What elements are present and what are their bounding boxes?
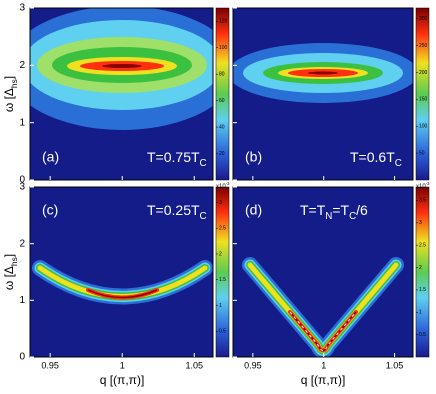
- temperature-label-part: C: [349, 211, 356, 222]
- temperature-label-part: T=T: [300, 202, 326, 218]
- panel-label: (c): [42, 202, 58, 218]
- temperature-label-part: C: [200, 158, 207, 169]
- colorbar-tick-label: 1: [219, 303, 222, 309]
- colorbar-tick-label: 2: [419, 265, 422, 271]
- colorbar-tick-label: 2: [219, 251, 222, 257]
- colorbar-tick-label: 20: [219, 151, 225, 157]
- colorbar-tick-label: 300: [419, 16, 428, 22]
- colorbar-scale-part: -3: [426, 181, 430, 186]
- heatmap: [32, 260, 213, 305]
- colorbar-scale-part: -3: [226, 181, 230, 186]
- colorbar-tick-label: 2.5: [219, 226, 226, 232]
- y-axis-label: ω [Δhs]: [2, 76, 19, 112]
- panel-label: (a): [42, 149, 59, 165]
- heatmap: [30, 8, 213, 130]
- y-tick-label: 1: [19, 295, 25, 306]
- x-tick-label: 1: [120, 360, 125, 370]
- y-tick-label: 3: [19, 182, 25, 193]
- y-tick-label: 3: [19, 3, 25, 14]
- temperature-label-part: T=0.25T: [147, 202, 200, 218]
- temperature-label: T=0.6TC: [350, 149, 402, 169]
- colorbar: [415, 186, 430, 358]
- heatmap: [242, 257, 404, 357]
- colorbar-tick-label: 120: [219, 19, 228, 25]
- temperature-label-part: T=0.6T: [350, 149, 395, 165]
- y-axis-label-part: ω [Δ: [2, 266, 16, 290]
- y-tick-label: 2: [19, 238, 25, 249]
- x-tick-label: 0.95: [41, 360, 59, 370]
- colorbar-tick-label: 50: [419, 150, 425, 156]
- x-tick-label: 1: [321, 360, 326, 370]
- temperature-label-part: N: [325, 211, 332, 222]
- colorbar-scale-part: x10: [216, 184, 226, 190]
- colorbar: [215, 7, 230, 181]
- heat-region: [87, 289, 158, 299]
- panel-frame: [29, 186, 214, 358]
- colorbar-tick-label: 1.5: [419, 287, 426, 293]
- panel-frame: [232, 186, 414, 358]
- heat-region: [308, 71, 338, 75]
- colorbar-tick-label: 0.5: [419, 332, 426, 338]
- x-axis-label-part: q [(π,π)]: [301, 373, 346, 387]
- x-axis-label: q [(π,π)]: [301, 373, 346, 387]
- colorbar-tick-label: 40: [219, 124, 225, 130]
- colorbar-tick-label: 250: [419, 43, 428, 49]
- colorbar-tick-label: 150: [419, 97, 428, 103]
- colorbar: [215, 186, 230, 358]
- y-tick-label: 0: [19, 352, 25, 363]
- y-axis-label: ω [Δhs]: [2, 254, 19, 290]
- colorbar-tick-label: 100: [419, 124, 428, 130]
- colorbar: [415, 7, 430, 181]
- x-axis-label: q [(π,π)]: [100, 373, 145, 387]
- temperature-label: T=0.25TC: [147, 202, 207, 222]
- temperature-label-part: =T: [332, 202, 349, 218]
- heatmap: [233, 43, 413, 103]
- heat-region: [102, 64, 142, 68]
- x-tick-label: 0.95: [244, 360, 262, 370]
- temperature-label-part: /6: [356, 202, 368, 218]
- colorbar-tick-label: 100: [219, 45, 228, 51]
- y-tick-label: 2: [19, 60, 25, 71]
- y-axis-label-part: hs: [9, 79, 19, 88]
- temperature-label: T=TN=TC/6: [300, 202, 368, 222]
- colorbar-tick-label: 3.5: [419, 198, 426, 204]
- colorbar-tick-label: 3: [219, 200, 222, 206]
- panel-label: (d): [245, 202, 262, 218]
- temperature-label-part: T=0.75T: [147, 149, 200, 165]
- x-tick-label: 1.05: [186, 360, 204, 370]
- y-axis-label-part: hs: [9, 257, 19, 266]
- colorbar-tick-label: 200: [419, 70, 428, 76]
- colorbar-tick-label: 2.5: [419, 242, 426, 248]
- x-tick-label: 1.05: [386, 360, 404, 370]
- temperature-label: T=0.75TC: [147, 149, 207, 169]
- y-tick-label: 1: [19, 117, 25, 128]
- panel-label: (b): [245, 149, 262, 165]
- panel-frame: [232, 7, 414, 181]
- colorbar-tick-label: 1: [419, 310, 422, 316]
- y-axis-label-part: ]: [2, 254, 16, 257]
- colorbar-scale-part: x10: [416, 184, 426, 190]
- colorbar-tick-label: 3: [419, 220, 422, 226]
- colorbar-scale: x10-3: [416, 181, 430, 190]
- temperature-label-part: C: [200, 211, 207, 222]
- colorbar-tick-label: 60: [219, 98, 225, 104]
- y-axis-label-part: ω [Δ: [2, 88, 16, 112]
- y-axis-label-part: ]: [2, 76, 16, 79]
- colorbar-tick-label: 0.5: [219, 329, 226, 335]
- heat-region: [289, 311, 357, 351]
- x-axis-label-part: q [(π,π)]: [100, 373, 145, 387]
- colorbar-scale: x10-3: [216, 181, 230, 190]
- colorbar-tick-label: 80: [219, 71, 225, 77]
- panel-frame: [29, 7, 214, 181]
- colorbar-tick-label: 1.5: [219, 277, 226, 283]
- temperature-label-part: C: [395, 158, 402, 169]
- y-tick-label: 0: [19, 175, 25, 186]
